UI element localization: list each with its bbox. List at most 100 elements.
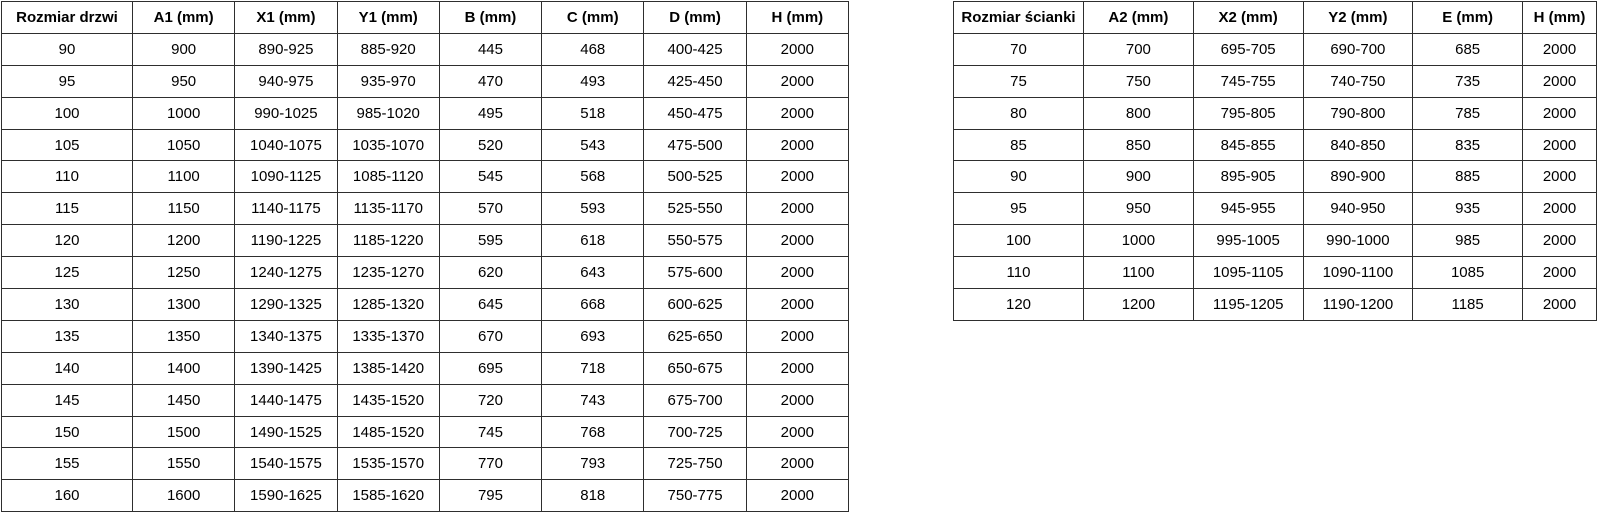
column-header: E (mm)	[1412, 1, 1523, 34]
table-cell: 1200	[1083, 288, 1194, 321]
table-cell: 2000	[1522, 64, 1597, 98]
table-cell: 130	[1, 288, 133, 321]
table-cell: 543	[541, 128, 645, 162]
table-cell: 85	[953, 128, 1084, 162]
table-cell: 500-525	[643, 160, 747, 194]
table-cell: 1085-1120	[336, 160, 440, 194]
table-cell: 790-800	[1302, 96, 1414, 130]
table-cell: 885	[1412, 160, 1523, 194]
table-cell: 890-925	[234, 32, 338, 66]
table-cell: 1095-1105	[1192, 256, 1304, 290]
table-cell: 990-1025	[234, 96, 338, 130]
table-row: 70 700 695-705 690-700 685 2000	[953, 32, 1597, 66]
table-cell: 1500	[131, 415, 236, 449]
table-cell: 940-975	[234, 64, 338, 98]
table-cell: 675-700	[643, 383, 747, 417]
table-cell: 1285-1320	[336, 288, 440, 321]
table-cell: 2000	[1522, 128, 1597, 162]
table-row: 80 800 795-805 790-800 785 2000	[953, 96, 1597, 130]
column-header: H (mm)	[1522, 1, 1597, 34]
table-cell: 890-900	[1302, 160, 1414, 194]
table-row: 85 850 845-855 840-850 835 2000	[953, 128, 1597, 162]
table-cell: 1440-1475	[234, 383, 338, 417]
table-cell: 445	[438, 32, 543, 66]
table-cell: 745-755	[1192, 64, 1304, 98]
table-cell: 885-920	[336, 32, 440, 66]
table-cell: 985-1020	[336, 96, 440, 130]
table-cell: 840-850	[1302, 128, 1414, 162]
table-row: 150 1500 1490-1525 1485-1520 745 768 700-725 20…	[1, 415, 850, 449]
table-cell: 475-500	[643, 128, 747, 162]
table-cell: 985	[1412, 224, 1523, 258]
table-cell: 690-700	[1302, 32, 1414, 66]
table-cell: 795	[438, 479, 543, 513]
table-cell: 695	[438, 351, 543, 385]
table-cell: 1535-1570	[336, 447, 440, 481]
table-cell: 1000	[131, 96, 236, 130]
table-cell: 1550	[131, 447, 236, 481]
table-cell: 1195-1205	[1192, 288, 1304, 321]
table-cell: 100	[1, 96, 133, 130]
table-cell: 945-955	[1192, 192, 1304, 226]
table-cell: 450-475	[643, 96, 747, 130]
table-cell: 110	[1, 160, 133, 194]
table-cell: 1050	[131, 128, 236, 162]
table-row: 105 1050 1040-1075 1035-1070 520 543 475-500 20…	[1, 128, 850, 162]
table-cell: 1290-1325	[234, 288, 338, 321]
table-row: 95 950 945-955 940-950 935 2000	[953, 192, 1597, 226]
table-cell: 593	[541, 192, 645, 226]
table-cell: 695-705	[1192, 32, 1304, 66]
table-cell: 1100	[1083, 256, 1194, 290]
wall-sizes-table: Rozmiar ścianki A2 (mm) X2 (mm) Y2 (mm) E (m…	[953, 1, 1597, 321]
door-table-header-row: Rozmiar drzwi A1 (mm) X1 (mm) Y1 (mm) B (mm)…	[1, 1, 850, 34]
table-cell: 743	[541, 383, 645, 417]
table-row: 160 1600 1590-1625 1585-1620 795 818 750-775 20…	[1, 479, 850, 513]
table-cell: 575-600	[643, 256, 747, 290]
table-cell: 140	[1, 351, 133, 385]
table-cell: 1235-1270	[336, 256, 440, 290]
table-cell: 745	[438, 415, 543, 449]
table-cell: 2000	[745, 192, 850, 226]
wall-table-header-row: Rozmiar ścianki A2 (mm) X2 (mm) Y2 (mm) E (m…	[953, 1, 1597, 34]
table-cell: 1190-1200	[1302, 288, 1414, 321]
table-row: 110 1100 1095-1105 1090-1100 1085 2000	[953, 256, 1597, 290]
table-cell: 2000	[1522, 256, 1597, 290]
table-cell: 115	[1, 192, 133, 226]
table-cell: 520	[438, 128, 543, 162]
table-cell: 1540-1575	[234, 447, 338, 481]
table-cell: 120	[953, 288, 1084, 321]
table-cell: 1150	[131, 192, 236, 226]
table-cell: 1340-1375	[234, 319, 338, 353]
table-cell: 1600	[131, 479, 236, 513]
table-row: 95 950 940-975 935-970 470 493 425-450 2000	[1, 64, 850, 98]
table-cell: 1335-1370	[336, 319, 440, 353]
table-row: 75 750 745-755 740-750 735 2000	[953, 64, 1597, 98]
table-cell: 1585-1620	[336, 479, 440, 513]
table-cell: 625-650	[643, 319, 747, 353]
table-cell: 1100	[131, 160, 236, 194]
table-cell: 950	[1083, 192, 1194, 226]
table-cell: 995-1005	[1192, 224, 1304, 258]
table-cell: 1240-1275	[234, 256, 338, 290]
table-cell: 595	[438, 224, 543, 258]
table-cell: 425-450	[643, 64, 747, 98]
column-header: Rozmiar drzwi	[1, 1, 133, 34]
table-cell: 740-750	[1302, 64, 1414, 98]
table-cell: 1485-1520	[336, 415, 440, 449]
table-cell: 700	[1083, 32, 1194, 66]
table-cell: 1090-1100	[1302, 256, 1414, 290]
table-cell: 990-1000	[1302, 224, 1414, 258]
table-cell: 468	[541, 32, 645, 66]
table-cell: 2000	[1522, 32, 1597, 66]
wall-table-body: 70 700 695-705 690-700 685 2000 75 750 745-755 74…	[953, 32, 1597, 321]
table-row: 120 1200 1190-1225 1185-1220 595 618 550-575 20…	[1, 224, 850, 258]
table-cell: 1590-1625	[234, 479, 338, 513]
table-cell: 700-725	[643, 415, 747, 449]
table-cell: 900	[131, 32, 236, 66]
table-cell: 568	[541, 160, 645, 194]
table-cell: 518	[541, 96, 645, 130]
table-cell: 800	[1083, 96, 1194, 130]
table-cell: 850	[1083, 128, 1194, 162]
table-cell: 620	[438, 256, 543, 290]
table-cell: 2000	[745, 415, 850, 449]
